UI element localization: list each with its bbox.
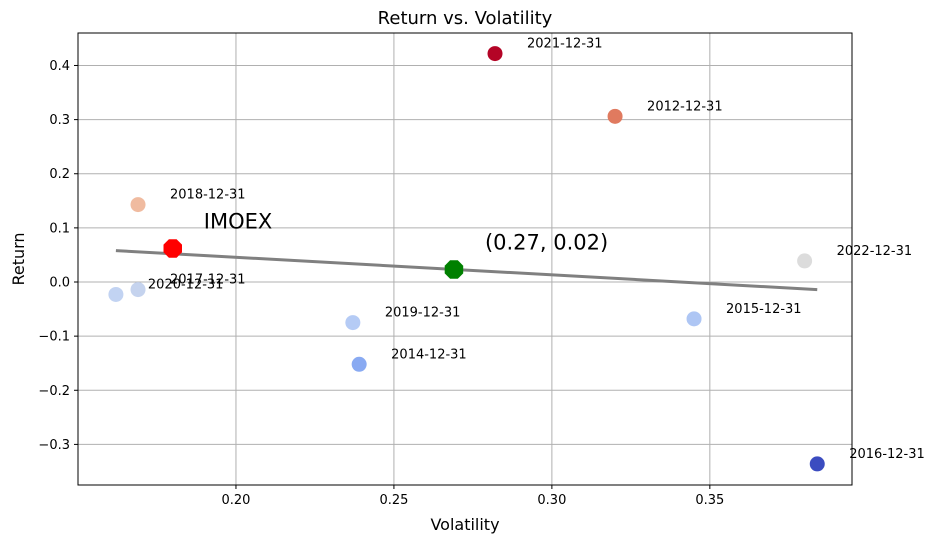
y-tick-label: 0.0 (49, 276, 70, 291)
y-axis-label: Return (9, 232, 28, 285)
y-tick-label: 0.3 (49, 113, 70, 128)
point-label: 2012-12-31 (647, 99, 723, 114)
annotation-layer: 2012-12-31 2014-12-31 2015-12-31 2016-12-31… (148, 37, 925, 462)
y-tick-label: −0.1 (38, 330, 70, 345)
point-label: 2020-12-31 (148, 277, 224, 292)
mean-marker (444, 260, 464, 279)
tick-layer: 0.20 0.25 0.30 0.35 −0.3 −0.2 −0.1 0.0 0.1 0.2 0.3… (38, 59, 724, 508)
scatter-point (108, 286, 124, 302)
trendline (115, 249, 818, 292)
scatter-point (345, 315, 361, 331)
scatter-point (809, 456, 825, 472)
trendline-layer (115, 249, 818, 292)
benchmark-marker (163, 239, 182, 258)
scatter-point (351, 356, 367, 372)
x-tick-label: 0.20 (221, 493, 250, 508)
scatter-point (130, 282, 146, 298)
y-tick-label: −0.3 (38, 438, 70, 453)
scatter-point (487, 46, 503, 62)
mean-label: (0.27, 0.02) (485, 231, 608, 255)
point-label: 2016-12-31 (849, 447, 925, 462)
point-label: 2015-12-31 (726, 302, 802, 317)
x-tick-label: 0.30 (537, 493, 566, 508)
point-label: 2018-12-31 (170, 188, 246, 203)
x-tick-label: 0.35 (695, 493, 724, 508)
scatter-point (797, 253, 813, 269)
scatter-point (686, 311, 702, 327)
y-tick-label: −0.2 (38, 384, 70, 399)
y-tick-label: 0.2 (49, 167, 70, 182)
point-label: 2022-12-31 (837, 244, 913, 259)
scatter-point (130, 197, 146, 213)
point-label: 2014-12-31 (391, 347, 467, 362)
chart-title: Return vs. Volatility (378, 8, 553, 29)
grid-layer (78, 33, 852, 485)
scatter-point (607, 108, 623, 124)
y-tick-label: 0.4 (49, 59, 70, 74)
plot-frame (77, 32, 853, 486)
point-label: 2017-12-31 (170, 273, 246, 288)
y-tick-label: 0.1 (49, 221, 70, 236)
benchmark-label: IMOEX (204, 209, 273, 233)
points-layer (108, 46, 825, 472)
point-label: 2019-12-31 (385, 306, 461, 321)
x-tick-label: 0.25 (379, 493, 408, 508)
x-axis-label: Volatility (430, 515, 499, 534)
point-label: 2021-12-31 (527, 37, 603, 52)
